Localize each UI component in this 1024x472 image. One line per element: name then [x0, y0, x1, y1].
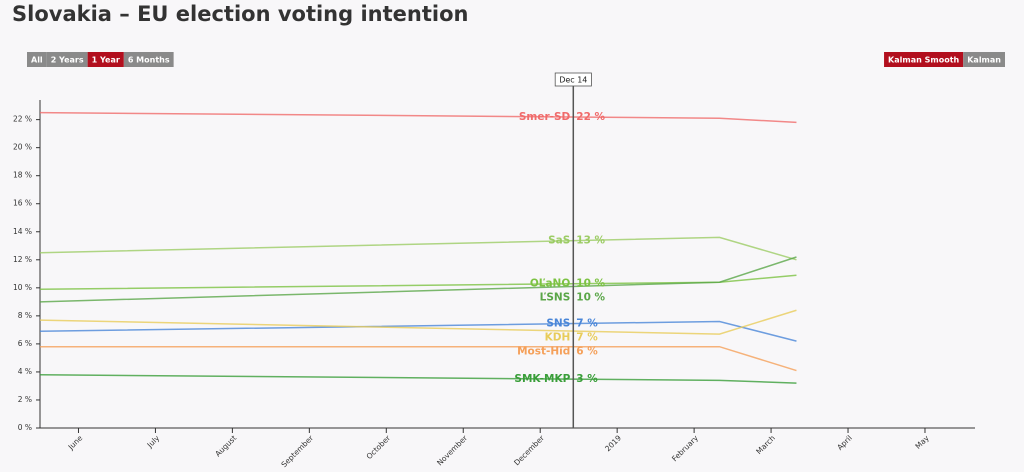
- x-tick-label: December: [512, 433, 547, 468]
- button-label[interactable]: 2 Years: [51, 56, 84, 65]
- readout-value: 7 %: [576, 332, 598, 344]
- y-tick-label: 20 %: [13, 143, 32, 152]
- y-tick-label: 10 %: [13, 283, 32, 292]
- x-tick-label: November: [435, 433, 470, 468]
- button-bg[interactable]: [123, 52, 174, 67]
- x-tick-label: August: [213, 433, 238, 458]
- readout-value: 10 %: [576, 278, 605, 290]
- readout-value: 3 %: [576, 373, 598, 385]
- series-line: [39, 236, 797, 261]
- button-bg[interactable]: [963, 52, 1005, 67]
- readout-value: 22 %: [576, 111, 605, 123]
- x-tick-label: May: [913, 433, 931, 451]
- chart-title: Slovakia – EU election voting intention: [12, 2, 468, 26]
- series-line: [39, 274, 797, 290]
- series-line: [39, 309, 797, 335]
- button-label[interactable]: 6 Months: [128, 56, 170, 65]
- readout-name: Smer-SD: [519, 111, 571, 123]
- y-tick-label: 4 %: [18, 367, 32, 376]
- button-label[interactable]: Kalman Smooth: [888, 56, 959, 65]
- series-line: [39, 373, 797, 384]
- series-line: [40, 345, 797, 372]
- toggle-button[interactable]: All: [27, 52, 47, 67]
- readout-name: Most-Híd: [517, 346, 570, 358]
- readout-name: KDH: [545, 332, 571, 344]
- x-tick-label: September: [279, 433, 315, 468]
- y-tick-label: 8 %: [18, 311, 32, 320]
- x-tick-label: June: [66, 433, 85, 452]
- readout-value: 7 %: [576, 318, 598, 330]
- readout-value: 13 %: [576, 235, 605, 247]
- toggle-button[interactable]: 2 Years: [46, 52, 88, 67]
- series-line: [39, 256, 797, 303]
- y-tick-label: 0 %: [18, 423, 32, 432]
- x-tick-label: October: [365, 433, 393, 461]
- x-tick-label: April: [835, 433, 853, 451]
- y-tick-label: 18 %: [13, 171, 32, 180]
- toggle-button[interactable]: Kalman: [963, 52, 1005, 67]
- toggle-button[interactable]: 6 Months: [123, 52, 174, 67]
- marker-label: Dec 14: [559, 76, 587, 85]
- y-tick-label: 16 %: [13, 199, 32, 208]
- button-bg[interactable]: [27, 52, 47, 67]
- series-line: [39, 111, 797, 124]
- button-bg[interactable]: [87, 52, 124, 67]
- y-tick-label: 22 %: [13, 115, 32, 124]
- toggle-button[interactable]: Kalman Smooth: [884, 52, 964, 67]
- readout-value: 6 %: [576, 346, 598, 358]
- y-tick-label: 14 %: [13, 227, 32, 236]
- readout-name: SaS: [548, 235, 570, 247]
- button-bg[interactable]: [884, 52, 964, 67]
- x-tick-label: 2019: [603, 433, 623, 453]
- series-line: [39, 320, 797, 342]
- button-bg[interactable]: [46, 52, 88, 67]
- readout-name: SMK-MKP: [514, 373, 570, 385]
- marker-box: [554, 72, 592, 87]
- x-tick-label: July: [145, 433, 162, 450]
- button-label[interactable]: Kalman: [967, 56, 1001, 65]
- y-tick-label: 2 %: [18, 395, 32, 404]
- button-label[interactable]: 1 Year: [92, 56, 120, 65]
- y-tick-label: 6 %: [18, 339, 32, 348]
- readout-name: ĽSNS: [540, 292, 571, 304]
- readout-name: SNS: [546, 318, 570, 330]
- readout-name: OĽaNO: [530, 278, 570, 290]
- readout-value: 10 %: [576, 292, 605, 304]
- y-tick-label: 12 %: [13, 255, 32, 264]
- x-tick-label: March: [754, 433, 777, 456]
- toggle-button[interactable]: 1 Year: [87, 52, 124, 67]
- button-label[interactable]: All: [31, 56, 43, 65]
- x-tick-label: February: [670, 433, 700, 463]
